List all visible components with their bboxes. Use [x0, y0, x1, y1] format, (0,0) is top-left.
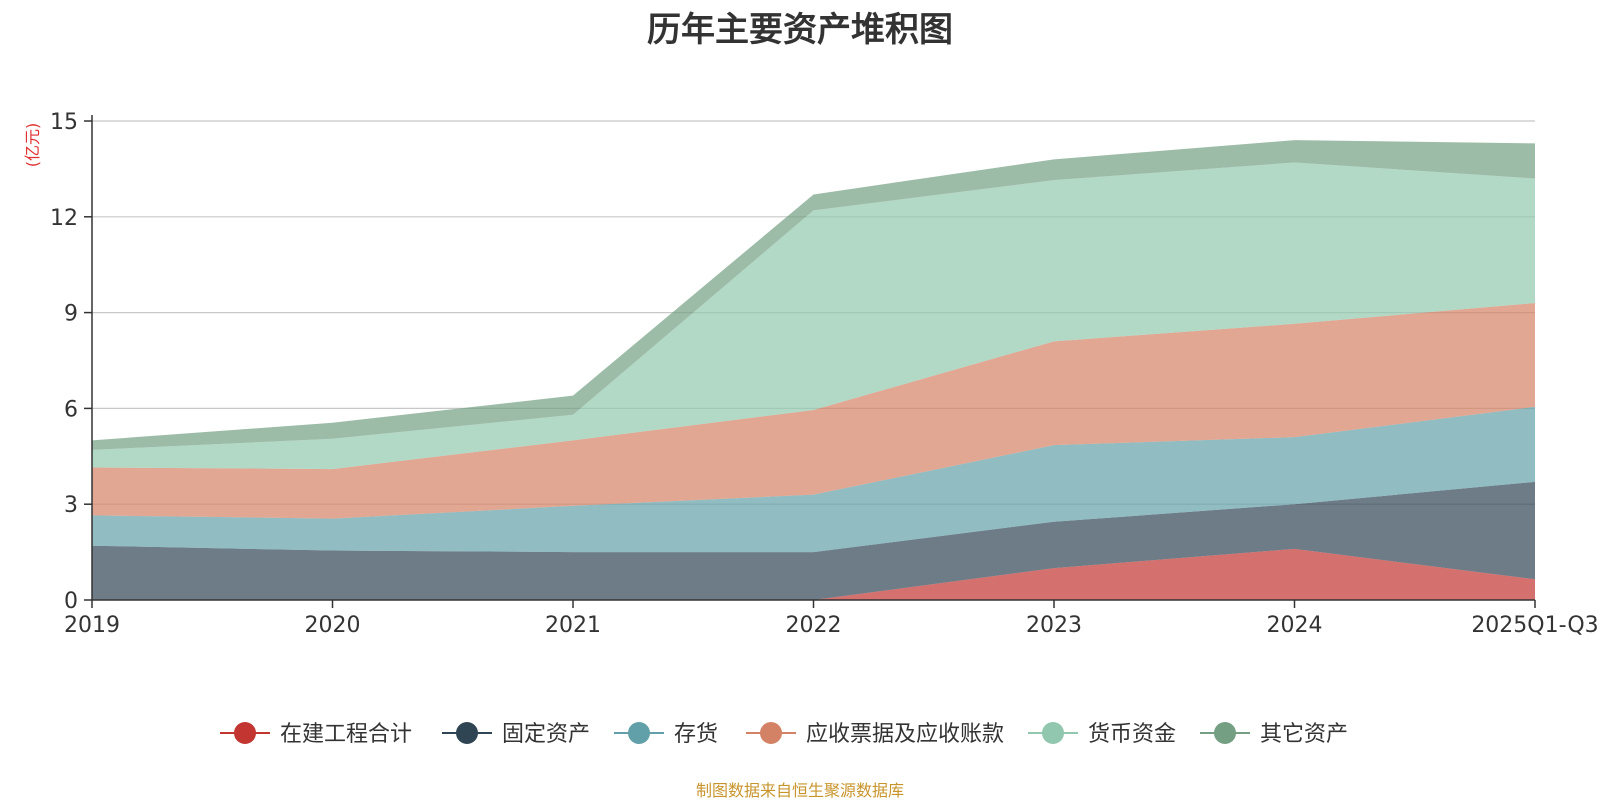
x-tick-label: 2019 [64, 613, 120, 638]
legend-marker [1214, 722, 1236, 744]
legend-marker [760, 722, 782, 744]
y-tick-label: 0 [64, 589, 78, 614]
x-tick-label: 2024 [1267, 613, 1323, 638]
area-series-layer [92, 140, 1535, 600]
x-tick-label: 2020 [305, 613, 361, 638]
legend-item-1[interactable]: 固定资产 [442, 722, 590, 747]
legend-item-0[interactable]: 在建工程合计 [220, 722, 412, 747]
legend-label: 货币资金 [1088, 722, 1176, 747]
y-tick-label: 15 [50, 110, 78, 135]
y-axis-unit-label: (亿元) [23, 123, 42, 168]
legend-item-2[interactable]: 存货 [614, 722, 718, 747]
legend-label: 在建工程合计 [280, 722, 412, 747]
legend-label: 其它资产 [1260, 722, 1348, 747]
legend-item-3[interactable]: 应收票据及应收账款 [746, 722, 1004, 747]
y-tick-label: 3 [64, 493, 78, 518]
legend-label: 存货 [674, 722, 718, 747]
legend-marker [456, 722, 478, 744]
legend-marker [1042, 722, 1064, 744]
chart-title: 历年主要资产堆积图 [647, 10, 953, 50]
legend-marker [234, 722, 256, 744]
y-tick-label: 12 [50, 206, 78, 231]
x-tick-label: 2025Q1-Q3 [1471, 613, 1598, 638]
x-tick-label: 2022 [786, 613, 842, 638]
y-tick-label: 6 [64, 397, 78, 422]
area-series-3 [92, 303, 1535, 519]
area-series-4 [92, 162, 1535, 470]
axes: 0 3 6 9 12 15 2019 2020 2021 2022 2023 2024 2025Q1-Q… [50, 110, 1599, 638]
source-note: 制图数据来自恒生聚源数据库 [695, 781, 904, 800]
legend: 在建工程合计 固定资产 存货 应收票据及应收账款 货币资金 其它资产 [220, 722, 1348, 747]
x-tick-label: 2023 [1026, 613, 1082, 638]
legend-label: 固定资产 [502, 722, 590, 747]
area-series-0 [92, 548, 1535, 600]
legend-marker [628, 722, 650, 744]
y-tick-label: 9 [64, 302, 78, 327]
x-tick-label: 2021 [545, 613, 601, 638]
legend-label: 应收票据及应收账款 [806, 722, 1004, 747]
legend-item-5[interactable]: 其它资产 [1200, 722, 1348, 747]
area-series-5 [92, 140, 1535, 450]
area-series-1 [92, 481, 1535, 600]
legend-item-4[interactable]: 货币资金 [1028, 722, 1176, 747]
area-series-2 [92, 406, 1535, 553]
